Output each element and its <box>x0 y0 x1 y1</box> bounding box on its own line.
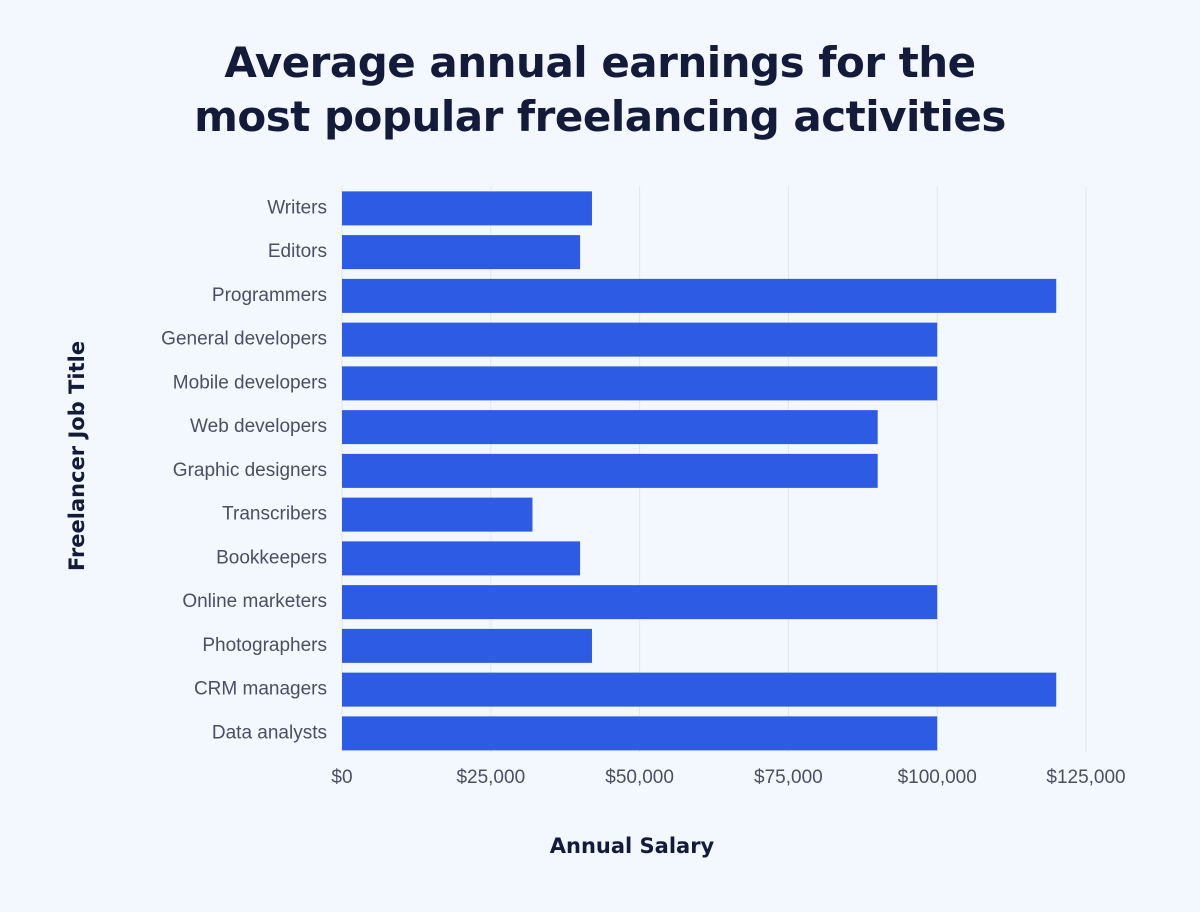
x-tick-label: $25,000 <box>456 767 525 788</box>
category-label: Online marketers <box>182 591 327 612</box>
x-tick-label: $0 <box>331 767 352 788</box>
bars <box>342 191 1057 751</box>
chart-title-line-2: most popular freelancing activities <box>194 92 1006 141</box>
category-label: Graphic designers <box>173 460 327 481</box>
category-label: General developers <box>161 329 327 350</box>
bar <box>342 672 1057 707</box>
bar <box>342 541 581 576</box>
category-label: Writers <box>267 197 327 218</box>
bar <box>342 191 592 226</box>
category-label: Photographers <box>202 635 327 656</box>
y-axis-title: Freelancer Job Title <box>65 341 89 571</box>
x-axis-ticks: $0 $25,000 $50,000 $75,000 $100,000 $125,000 <box>331 767 1125 788</box>
bar <box>342 235 581 270</box>
bar <box>342 322 938 357</box>
bar <box>342 716 938 751</box>
bar <box>342 366 938 401</box>
bar <box>342 585 938 620</box>
category-label: Editors <box>268 241 327 262</box>
bar <box>342 453 878 488</box>
bar <box>342 278 1057 313</box>
chart-title-line-1: Average annual earnings for the <box>224 38 976 87</box>
x-tick-label: $50,000 <box>605 767 674 788</box>
bar <box>342 497 533 532</box>
category-label: Mobile developers <box>173 372 327 393</box>
category-labels: Writers Editors Programmers General develop… <box>161 197 327 743</box>
category-label: Programmers <box>212 285 327 306</box>
x-tick-label: $100,000 <box>898 767 977 788</box>
chart-title: Average annual earnings for the most pop… <box>0 36 1200 144</box>
x-tick-label: $75,000 <box>754 767 823 788</box>
bar <box>342 410 878 445</box>
bar <box>342 628 592 663</box>
x-axis-title: Annual Salary <box>550 834 715 858</box>
category-label: Bookkeepers <box>216 547 327 568</box>
category-label: Data analysts <box>212 722 327 743</box>
x-tick-label: $125,000 <box>1046 767 1125 788</box>
category-label: Transcribers <box>222 504 327 525</box>
category-label: Web developers <box>190 416 327 437</box>
category-label: CRM managers <box>194 679 327 700</box>
